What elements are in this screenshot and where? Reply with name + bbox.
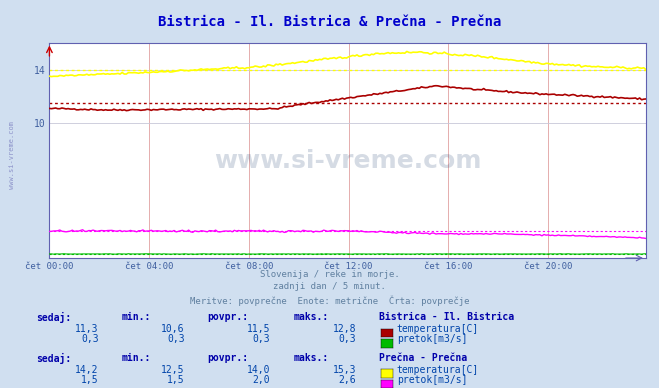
Text: sedaj:: sedaj: [36, 312, 71, 323]
Text: 14,0: 14,0 [246, 365, 270, 375]
Text: 0,3: 0,3 [167, 334, 185, 345]
Text: 1,5: 1,5 [167, 375, 185, 385]
Text: Prečna - Prečna: Prečna - Prečna [379, 353, 467, 363]
Text: temperatura[C]: temperatura[C] [397, 324, 479, 334]
Text: 11,5: 11,5 [246, 324, 270, 334]
Text: 12,5: 12,5 [161, 365, 185, 375]
Text: www.si-vreme.com: www.si-vreme.com [214, 149, 481, 173]
Text: Slovenija / reke in morje.: Slovenija / reke in morje. [260, 270, 399, 279]
Text: 0,3: 0,3 [252, 334, 270, 345]
Text: sedaj:: sedaj: [36, 353, 71, 364]
Text: 0,3: 0,3 [81, 334, 99, 345]
Text: 2,0: 2,0 [252, 375, 270, 385]
Text: zadnji dan / 5 minut.: zadnji dan / 5 minut. [273, 282, 386, 291]
Text: 11,3: 11,3 [75, 324, 99, 334]
Text: povpr.:: povpr.: [208, 353, 248, 363]
Text: 15,3: 15,3 [332, 365, 356, 375]
Text: maks.:: maks.: [293, 353, 328, 363]
Text: pretok[m3/s]: pretok[m3/s] [397, 334, 467, 345]
Text: min.:: min.: [122, 312, 152, 322]
Text: www.si-vreme.com: www.si-vreme.com [9, 121, 14, 189]
Text: 1,5: 1,5 [81, 375, 99, 385]
Text: 14,2: 14,2 [75, 365, 99, 375]
Text: Bistrica - Il. Bistrica: Bistrica - Il. Bistrica [379, 312, 514, 322]
Text: povpr.:: povpr.: [208, 312, 248, 322]
Text: 2,6: 2,6 [338, 375, 356, 385]
Text: Meritve: povprečne  Enote: metrične  Črta: povprečje: Meritve: povprečne Enote: metrične Črta:… [190, 295, 469, 306]
Text: temperatura[C]: temperatura[C] [397, 365, 479, 375]
Text: 0,3: 0,3 [338, 334, 356, 345]
Text: 12,8: 12,8 [332, 324, 356, 334]
Text: maks.:: maks.: [293, 312, 328, 322]
Text: 10,6: 10,6 [161, 324, 185, 334]
Text: Bistrica - Il. Bistrica & Prečna - Prečna: Bistrica - Il. Bistrica & Prečna - Prečn… [158, 15, 501, 29]
Text: min.:: min.: [122, 353, 152, 363]
Text: pretok[m3/s]: pretok[m3/s] [397, 375, 467, 385]
